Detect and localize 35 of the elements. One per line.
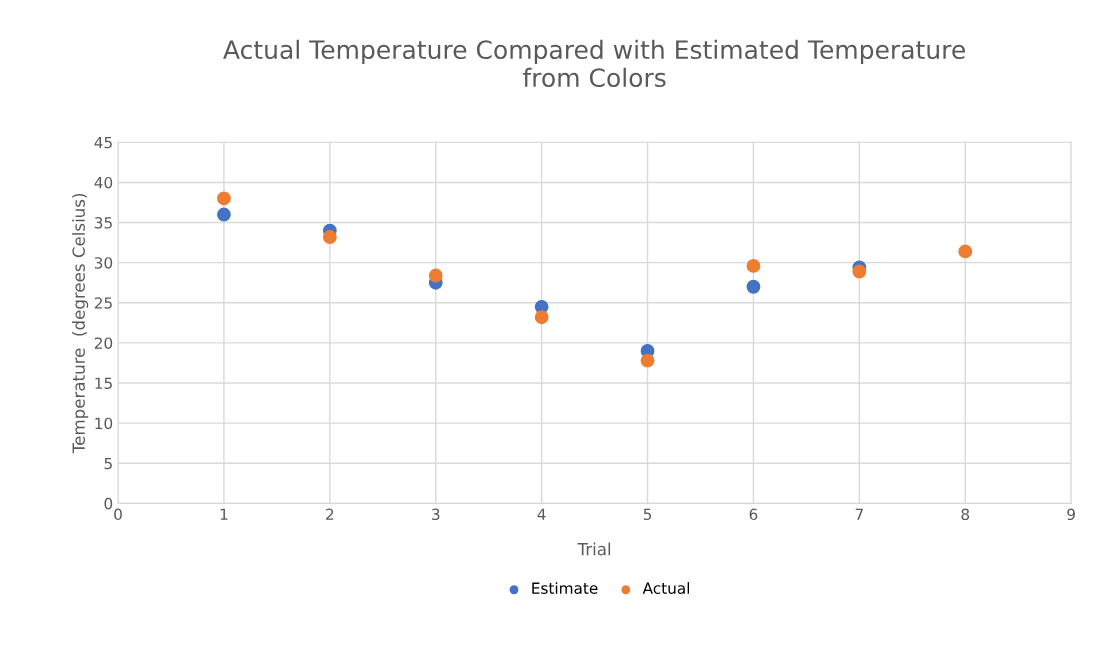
y-tick-label: 30 xyxy=(94,257,113,269)
point xyxy=(217,207,231,222)
x-tick-label: 9 xyxy=(1067,508,1075,521)
point xyxy=(746,258,761,273)
point xyxy=(322,230,337,244)
point xyxy=(852,264,867,279)
x-tick-label: 0 xyxy=(114,508,122,521)
y-axis-title: Temperature (degrees Celsius) xyxy=(72,193,89,454)
x-axis-title: Trial xyxy=(577,542,611,556)
point xyxy=(428,268,443,283)
y-tick-label: 10 xyxy=(95,417,113,430)
x-tick-label: 3 xyxy=(432,508,440,521)
legend-label: Estimate xyxy=(532,582,598,594)
y-tick-label: 35 xyxy=(94,217,112,229)
point xyxy=(217,191,231,206)
x-tick-label: 7 xyxy=(855,508,863,520)
x-tick-label: 8 xyxy=(961,508,970,521)
point xyxy=(958,244,973,259)
y-tick-label: 0 xyxy=(104,497,113,510)
x-tick-label: 5 xyxy=(643,508,652,521)
y-tick-label: 20 xyxy=(94,337,113,349)
point xyxy=(534,310,549,325)
chart-title: Actual Temperature Compared with Estimated Temperature from Colors xyxy=(223,39,965,88)
legend-label: Actual xyxy=(642,582,690,594)
point xyxy=(640,353,655,368)
y-tick-label: 45 xyxy=(94,136,112,149)
x-tick-label: 4 xyxy=(537,508,546,520)
x-tick-label: 2 xyxy=(326,508,334,520)
x-tick-label: 6 xyxy=(749,508,758,521)
y-tick-label: 5 xyxy=(104,457,112,470)
y-tick-label: 25 xyxy=(94,297,112,309)
point xyxy=(746,279,761,294)
x-tick-label: 1 xyxy=(220,508,228,520)
y-tick-label: 40 xyxy=(94,176,113,189)
y-tick-label: 15 xyxy=(95,377,112,390)
